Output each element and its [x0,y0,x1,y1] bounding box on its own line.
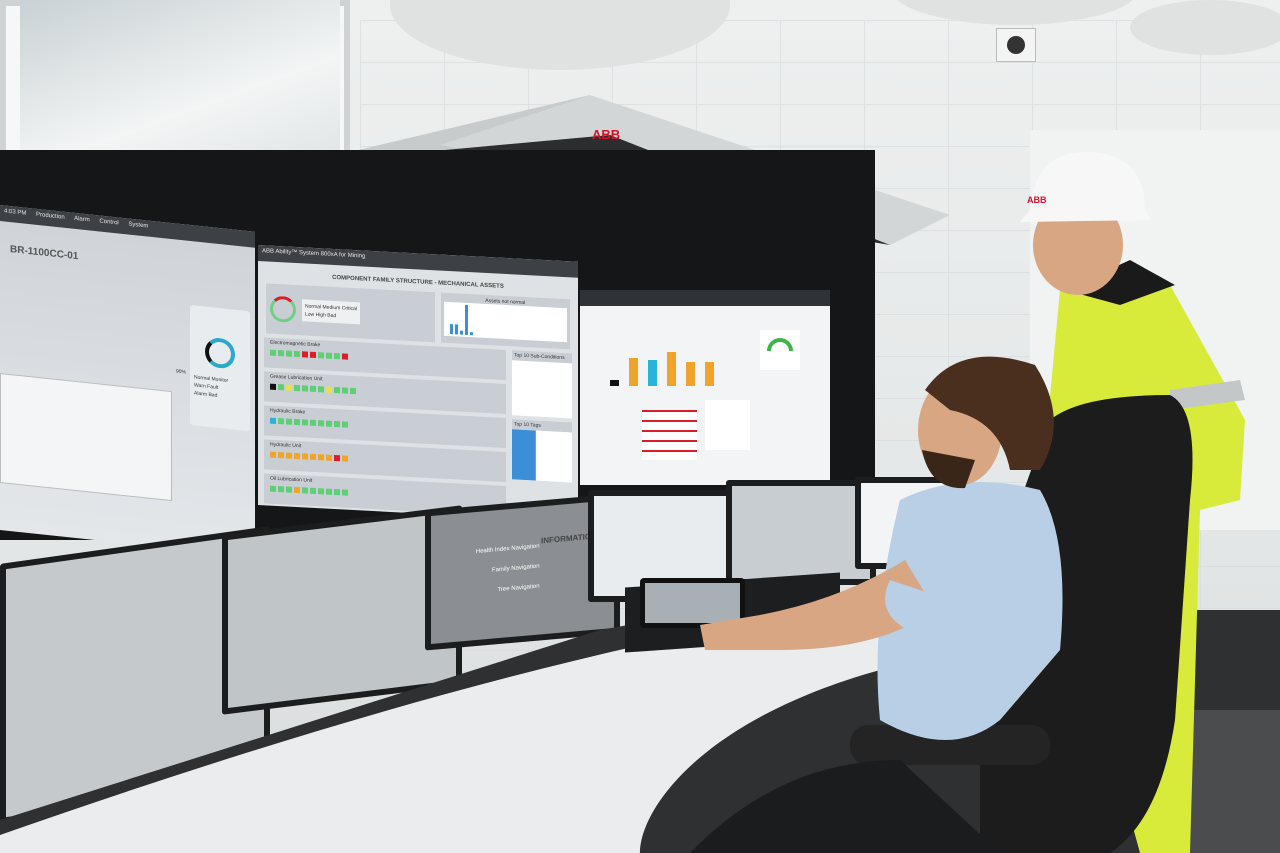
ceiling-acoustic-panel [1130,0,1280,55]
kpi-status-bars [642,410,697,460]
seated-operator [690,356,1063,853]
monitor-process-graphic-3 [726,480,876,585]
lamp-logo: ABB [592,127,620,142]
kpi-dials [705,400,750,450]
helmet-logo: ABB [1027,195,1047,205]
kpi-bar-chart [610,326,830,386]
kpi-gauge [760,330,800,370]
monitor-trends [588,490,748,602]
camera-icon [996,28,1036,62]
screen-kpi-dashboard [580,290,830,485]
tablet[interactable] [640,578,745,628]
window-glass [20,0,340,170]
right-topbar [580,290,830,306]
